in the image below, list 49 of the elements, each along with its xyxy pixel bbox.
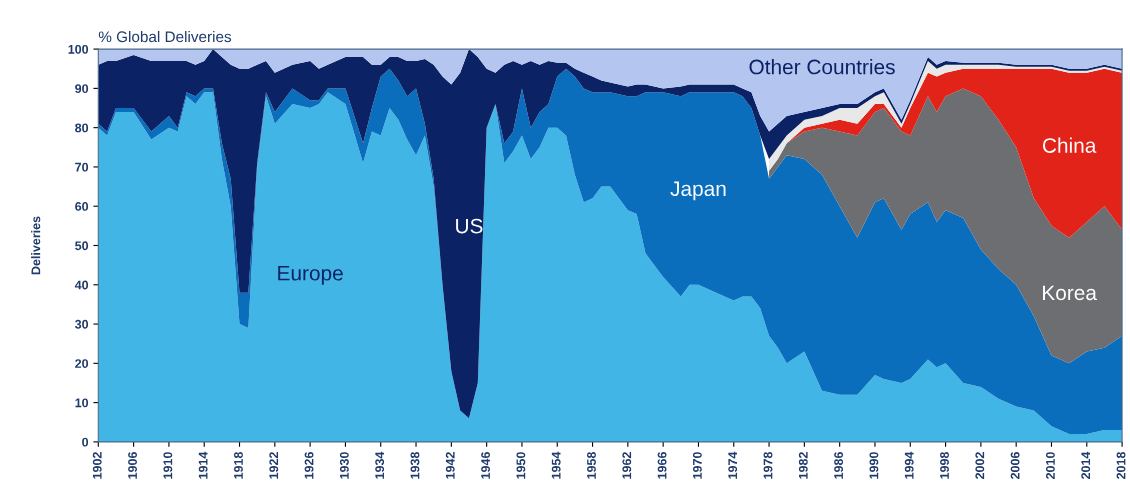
y-tick-label: 90 <box>75 84 89 94</box>
y-tick-label: 60 <box>75 202 89 211</box>
x-tick-label: 2002 <box>975 452 985 479</box>
x-tick-label: 1938 <box>410 452 420 479</box>
y-tick-label: 0 <box>82 437 89 447</box>
x-tick-label: 1918 <box>234 452 243 479</box>
x-tick-label: 1990 <box>869 452 879 479</box>
x-tick-label: 1966 <box>657 452 667 479</box>
x-tick-label: 1954 <box>551 451 561 479</box>
x-tick-label: 1926 <box>304 452 314 479</box>
chart-title: % Global Deliveries <box>98 30 232 43</box>
x-tick-label: 1978 <box>763 452 773 479</box>
y-tick-label: 40 <box>74 280 89 290</box>
series-label: Other Countries <box>749 59 895 75</box>
x-tick-label: 1986 <box>834 452 844 479</box>
series-label: Korea <box>1043 285 1097 301</box>
x-tick-label: 1974 <box>728 451 738 479</box>
y-tick-label: 50 <box>75 241 89 251</box>
series-label: Europe <box>278 266 343 285</box>
y-tick-label: 20 <box>75 359 89 368</box>
x-tick-label: 1922 <box>269 452 279 479</box>
x-tick-label: 1930 <box>339 452 349 479</box>
x-tick-label: 1946 <box>481 452 490 479</box>
x-tick-label: 1910 <box>163 452 173 479</box>
y-tick-label: 10 <box>75 398 89 408</box>
x-tick-label: 2014 <box>1081 451 1091 479</box>
x-tick-label: 1914 <box>198 451 208 479</box>
y-tick-label: 30 <box>74 319 89 329</box>
x-tick-label: 1994 <box>904 451 914 479</box>
x-tick-label: 2010 <box>1045 452 1055 479</box>
x-tick-label: 1902 <box>92 452 102 479</box>
x-tick-label: 1958 <box>587 452 596 479</box>
x-tick-label: 1906 <box>128 452 137 479</box>
series-label: China <box>1042 137 1097 153</box>
x-tick-label: 1982 <box>798 452 808 479</box>
x-tick-label: 1934 <box>375 451 385 479</box>
x-tick-label: 1998 <box>940 452 949 479</box>
y-tick-label: 80 <box>75 123 89 133</box>
x-tick-label: 1942 <box>445 452 455 479</box>
x-tick-label: 1962 <box>622 452 632 479</box>
y-tick-label: 100 <box>68 44 89 54</box>
x-tick-label: 1970 <box>692 452 702 479</box>
series-label: Japan <box>670 181 726 201</box>
x-tick-label: 2018 <box>1116 452 1126 479</box>
series-label: US <box>456 218 483 234</box>
y-tick-label: 70 <box>75 162 89 172</box>
y-axis-title: Deliveries <box>31 216 41 275</box>
x-tick-label: 2006 <box>1010 452 1020 479</box>
x-tick-label: 1950 <box>516 452 526 479</box>
